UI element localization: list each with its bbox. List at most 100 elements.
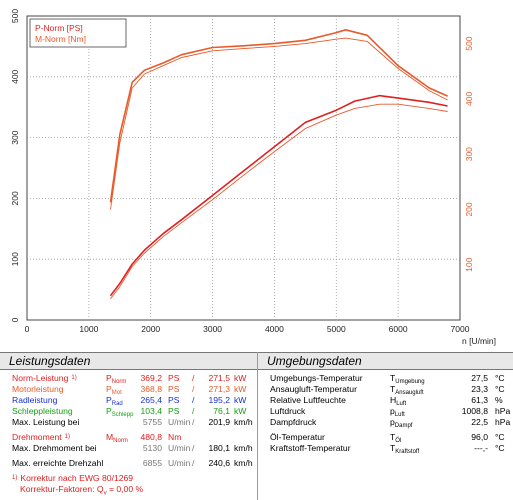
y-right-tick-label: 100 xyxy=(464,257,474,271)
umgebung-unit: hPa xyxy=(495,417,511,427)
leistung-unit-1: U/min xyxy=(168,417,191,427)
leistung-unit-1: PS xyxy=(168,395,180,405)
leistung-value-2: 240,6 xyxy=(208,458,230,468)
leistung-value-1: 368,8 xyxy=(140,384,162,394)
umgebung-unit: °C xyxy=(495,384,505,394)
umgebungsdaten-panel: Umgebungsdaten Umgebungs-Temperatur TUmge… xyxy=(258,352,513,500)
leistung-value-1: 103,4 xyxy=(140,406,162,416)
leistung-value-1: 5130 xyxy=(142,443,162,453)
umgebung-symbol: TAnsaugluft xyxy=(390,384,424,396)
umgebung-symbol: TÖl xyxy=(390,432,402,444)
leistung-unit-2: km/h xyxy=(234,458,253,468)
umgebung-value: 61,3 xyxy=(471,395,488,405)
umgebung-symbol: TKraftstoff xyxy=(390,443,420,455)
umgebung-label: Dampfdruck xyxy=(270,417,317,427)
y-left-tick-label: 0 xyxy=(10,317,20,322)
umgebung-label: Umgebungs-Temperatur xyxy=(270,373,363,383)
umgebung-unit: °C xyxy=(495,432,505,442)
x-tick-label: 7000 xyxy=(451,324,470,334)
leistung-label: Drehmoment 1) xyxy=(12,432,71,442)
umgebung-value: 23,3 xyxy=(471,384,488,394)
leistung-value-2: 180,1 xyxy=(208,443,230,453)
series-line xyxy=(110,37,448,210)
leistung-value-1: 480,8 xyxy=(140,432,162,442)
leistung-unit-2: kW xyxy=(234,384,247,394)
leistung-separator: / xyxy=(192,458,195,468)
leistung-symbol: PNorm xyxy=(106,373,127,385)
umgebungsdaten-title: Umgebungsdaten xyxy=(258,352,513,370)
leistung-separator: / xyxy=(192,395,195,405)
y-left-tick-label: 300 xyxy=(10,130,20,144)
y-right-tick-label: 400 xyxy=(464,92,474,106)
leistung-label: Motorleistung xyxy=(12,384,64,394)
series-line xyxy=(110,103,448,299)
umgebung-value: 27,5 xyxy=(471,373,488,383)
leistung-value-1: 265,4 xyxy=(140,395,162,405)
umgebung-symbol: HLuft xyxy=(390,395,407,407)
leistung-symbol: MNorm xyxy=(106,432,128,444)
leistung-unit-2: km/h xyxy=(234,443,253,453)
leistung-unit-1: Nm xyxy=(168,432,182,442)
umgebung-label: Luftdruck xyxy=(270,406,306,416)
umgebung-unit: hPa xyxy=(495,406,511,416)
leistung-separator: / xyxy=(192,406,195,416)
leistung-value-2: 195,2 xyxy=(208,395,230,405)
leistung-unit-2: kW xyxy=(234,373,247,383)
leistung-unit-2: kW xyxy=(234,406,247,416)
leistung-symbol: PRad xyxy=(106,395,123,407)
leistung-value-2: 76,1 xyxy=(213,406,230,416)
leistung-unit-2: kW xyxy=(234,395,247,405)
leistung-unit-2: km/h xyxy=(234,417,253,427)
plot-area xyxy=(26,15,461,321)
leistung-unit-1: PS xyxy=(168,373,180,383)
leistung-value-2: 271,5 xyxy=(208,373,230,383)
x-tick-label: 5000 xyxy=(327,324,346,334)
leistung-label: Max. erreichte Drehzahl xyxy=(12,458,104,468)
umgebung-unit: °C xyxy=(495,373,505,383)
y-left-tick-label: 400 xyxy=(10,69,20,83)
umgebung-label: Ansaugluft-Temperatur xyxy=(270,384,357,394)
leistung-label: Radleistung xyxy=(12,395,58,405)
leistung-unit-1: PS xyxy=(168,384,180,394)
leistung-label: Schleppleistung xyxy=(12,406,73,416)
x-tick-label: 6000 xyxy=(389,324,408,334)
x-tick-label: 4000 xyxy=(265,324,284,334)
legend-box xyxy=(29,18,127,48)
y-left-tick-label: 100 xyxy=(10,252,20,266)
series-line xyxy=(109,28,448,203)
leistung-separator: / xyxy=(192,373,195,383)
leistung-value-2: 201,9 xyxy=(208,417,230,427)
umgebung-unit: °C xyxy=(495,443,505,453)
umgebung-label: Kraftstoff-Temperatur xyxy=(270,443,351,453)
y-left-tick-label: 200 xyxy=(10,191,20,205)
leistung-value-2: 271,3 xyxy=(208,384,230,394)
umgebung-symbol: pDampf xyxy=(390,417,413,429)
leistung-value-1: 5755 xyxy=(142,417,162,427)
y-left-tick-label: 500 xyxy=(10,9,20,23)
y-right-tick-label: 500 xyxy=(464,36,474,50)
leistungsdaten-panel: Leistungsdaten Norm-Leistung 1) PNorm 369,2… xyxy=(0,352,258,500)
umgebung-label: Öl-Temperatur xyxy=(270,432,325,442)
legend-entry: P-Norm [PS] xyxy=(35,23,83,33)
x-tick-label: 0 xyxy=(25,324,30,334)
leistung-unit-1: U/min xyxy=(168,443,191,453)
leistung-unit-1: PS xyxy=(168,406,180,416)
x-tick-label: 2000 xyxy=(141,324,160,334)
y-right-tick-label: 300 xyxy=(464,147,474,161)
footnote-factor: Korrektur-Faktoren: Qv = 0,00 % xyxy=(20,484,144,497)
leistung-separator: / xyxy=(192,443,195,453)
leistung-value-1: 6855 xyxy=(142,458,162,468)
leistung-label: Max. Leistung bei xyxy=(12,417,80,427)
series-line xyxy=(109,94,448,297)
leistungsdaten-title: Leistungsdaten xyxy=(0,352,257,370)
leistung-separator: / xyxy=(192,384,195,394)
dyno-chart: 0 1000 2000 3000 4000 5000 6000 7000 n [U/min] 0 1… xyxy=(10,9,496,346)
leistung-value-1: 369,2 xyxy=(140,373,162,383)
umgebung-value: ---,- xyxy=(474,443,488,453)
umgebung-symbol: pLuft xyxy=(390,406,405,418)
x-tick-label: 3000 xyxy=(203,324,222,334)
leistung-label: Norm-Leistung 1) xyxy=(12,373,77,383)
leistung-unit-1: U/min xyxy=(168,458,191,468)
umgebung-unit: % xyxy=(495,395,503,405)
footnote-correction: 1) Korrektur nach EWG 80/1269 xyxy=(12,473,134,483)
